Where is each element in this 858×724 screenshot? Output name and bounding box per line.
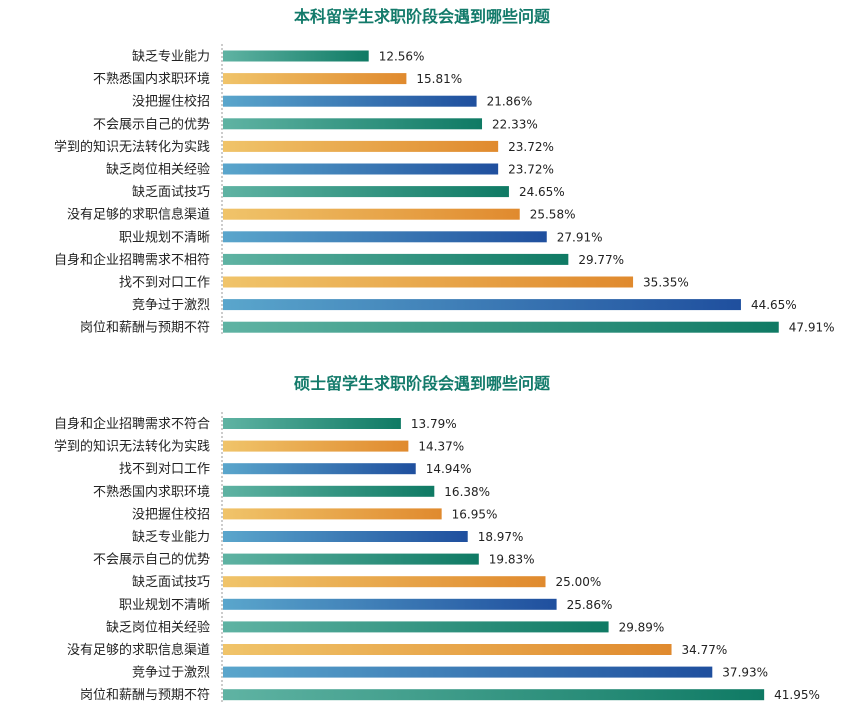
master-value-label: 37.93%: [722, 666, 768, 680]
master-chart-title: 硕士留学生求职阶段会遇到哪些问题: [294, 374, 551, 393]
bachelor-category-label: 没把握住校招: [132, 94, 210, 110]
bachelor-chart: 本科留学生求职阶段会遇到哪些问题 缺乏专业能力 12.56% 不熟悉国内求职环境 15…: [54, 7, 835, 336]
master-chart-bars: 自身和企业招聘需求不符合 13.79% 学到的知识无法转化为实践 14.37% 找不到对…: [54, 416, 820, 703]
master-value-label: 18.97%: [478, 530, 524, 544]
master-value-label: 29.89%: [619, 620, 665, 634]
master-value-label: 41.95%: [774, 688, 820, 702]
bachelor-bar: [223, 253, 569, 265]
master-bar: [223, 621, 609, 633]
master-category-label: 不熟悉国内求职环境: [93, 484, 210, 500]
master-value-label: 16.95%: [452, 507, 498, 521]
bachelor-value-label: 35.35%: [643, 276, 689, 290]
bachelor-value-label: 27.91%: [557, 230, 603, 244]
master-category-label: 缺乏专业能力: [132, 530, 210, 545]
master-category-label: 没有足够的求职信息渠道: [67, 642, 210, 658]
bachelor-category-label: 缺乏面试技巧: [132, 185, 210, 200]
bachelor-bar: [223, 186, 509, 198]
bachelor-value-label: 23.72%: [508, 163, 554, 177]
master-chart: 硕士留学生求职阶段会遇到哪些问题 自身和企业招聘需求不符合 13.79% 学到的知识…: [54, 374, 820, 703]
master-value-label: 14.94%: [426, 462, 472, 476]
bachelor-bar: [223, 50, 369, 62]
bachelor-category-label: 找不到对口工作: [119, 276, 210, 291]
bachelor-value-label: 21.86%: [487, 95, 533, 109]
bachelor-bar: [223, 231, 547, 243]
bachelor-bar: [223, 276, 634, 288]
master-bar: [223, 553, 479, 565]
master-category-label: 缺乏岗位相关经验: [106, 619, 210, 635]
bachelor-bar: [223, 163, 499, 175]
master-bar: [223, 644, 672, 655]
bachelor-category-label: 没有足够的求职信息渠道: [67, 207, 210, 223]
master-category-label: 不会展示自己的优势: [93, 552, 210, 568]
bachelor-bar: [223, 208, 520, 220]
master-value-label: 16.38%: [444, 485, 490, 499]
bachelor-bar: [223, 73, 407, 85]
master-category-label: 学到的知识无法转化为实践: [54, 439, 210, 455]
bachelor-category-label: 不熟悉国内求职环境: [93, 71, 210, 87]
master-category-label: 缺乏面试技巧: [132, 575, 210, 590]
bachelor-category-label: 自身和企业招聘需求不相符: [54, 252, 210, 268]
bachelor-value-label: 47.91%: [789, 321, 835, 335]
master-bar: [223, 689, 765, 701]
bachelor-value-label: 22.33%: [492, 117, 538, 131]
bachelor-category-label: 职业规划不清晰: [119, 230, 210, 245]
bachelor-value-label: 25.58%: [530, 208, 576, 222]
master-category-label: 职业规划不清晰: [119, 598, 210, 613]
bachelor-bar: [223, 95, 477, 107]
master-category-label: 岗位和薪酬与预期不符: [80, 687, 210, 703]
bachelor-category-label: 缺乏岗位相关经验: [106, 162, 210, 178]
bachelor-category-label: 缺乏专业能力: [132, 50, 210, 65]
master-category-label: 没把握住校招: [132, 506, 210, 522]
bachelor-chart-bars: 缺乏专业能力 12.56% 不熟悉国内求职环境 15.81% 没把握住校招 21.86% 不…: [54, 50, 835, 336]
bachelor-value-label: 23.72%: [508, 140, 554, 154]
master-bar: [223, 485, 435, 497]
master-bar: [223, 440, 409, 452]
master-value-label: 19.83%: [489, 553, 535, 567]
bachelor-chart-title: 本科留学生求职阶段会遇到哪些问题: [294, 7, 551, 26]
bachelor-bar: [223, 299, 741, 311]
master-value-label: 13.79%: [411, 417, 457, 431]
master-bar: [223, 463, 416, 475]
master-bar: [223, 598, 557, 610]
master-category-label: 竞争过于激烈: [132, 665, 210, 681]
master-value-label: 25.00%: [556, 575, 602, 589]
master-bar: [223, 508, 442, 520]
bachelor-value-label: 29.77%: [578, 253, 624, 267]
bachelor-value-label: 12.56%: [379, 50, 425, 64]
master-category-label: 自身和企业招聘需求不符合: [54, 416, 210, 432]
bachelor-value-label: 44.65%: [751, 298, 797, 312]
bachelor-bar: [223, 140, 499, 152]
bachelor-bar: [223, 321, 779, 333]
bachelor-category-label: 不会展示自己的优势: [93, 116, 210, 132]
bachelor-value-label: 24.65%: [519, 185, 565, 199]
bachelor-bar: [223, 118, 483, 130]
master-bar: [223, 666, 713, 678]
bachelor-value-label: 15.81%: [416, 72, 462, 86]
master-value-label: 34.77%: [682, 643, 728, 657]
bachelor-category-label: 岗位和薪酬与预期不符: [80, 320, 210, 336]
master-category-label: 找不到对口工作: [119, 462, 210, 477]
master-bar: [223, 531, 468, 542]
master-bar: [223, 418, 401, 429]
master-value-label: 25.86%: [567, 598, 613, 612]
master-value-label: 14.37%: [418, 440, 464, 454]
master-bar: [223, 576, 546, 588]
bachelor-category-label: 学到的知识无法转化为实践: [54, 139, 210, 155]
bachelor-category-label: 竞争过于激烈: [132, 297, 210, 313]
